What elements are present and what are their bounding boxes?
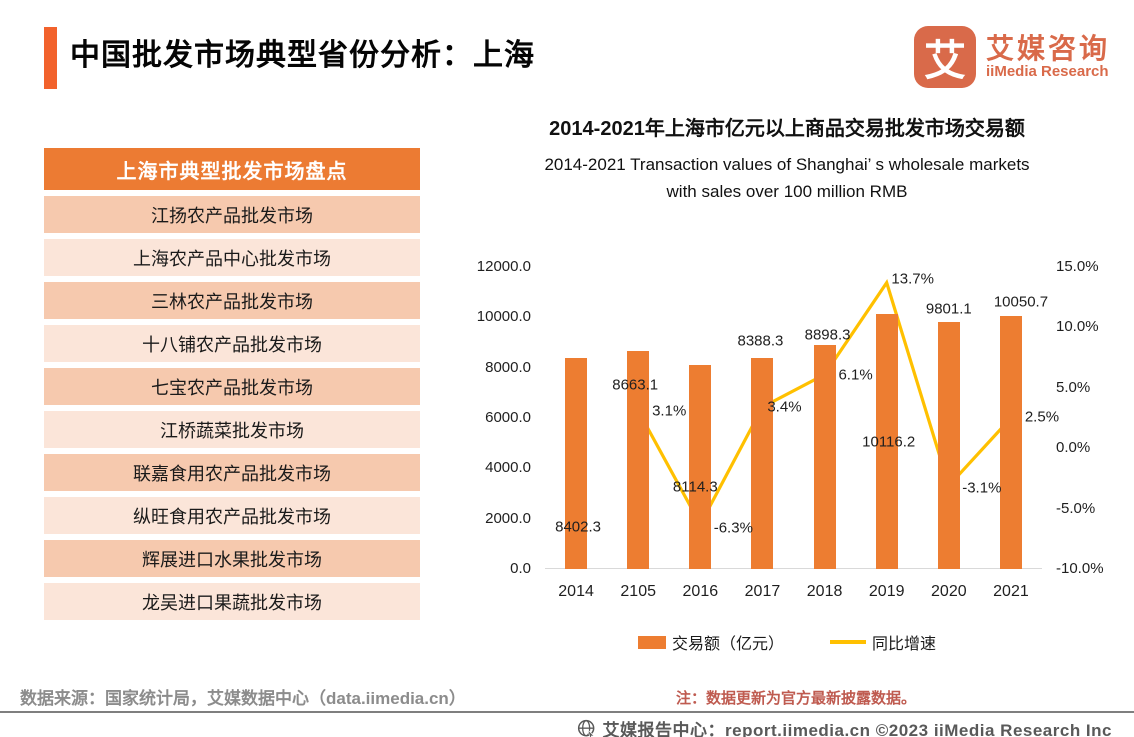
line-pct-label: 2.5%	[1024, 408, 1060, 426]
footer-divider	[0, 711, 1134, 713]
bar-value-label: 8388.3	[737, 332, 784, 350]
list-item: 辉展进口水果批发市场	[44, 540, 420, 577]
bar-value-label: 8402.3	[555, 518, 602, 536]
x-axis-label: 2018	[806, 583, 843, 600]
line-pct-label: 13.7%	[891, 270, 934, 288]
x-axis-label: 2016	[682, 583, 719, 600]
right-axis-tick: 5.0%	[1056, 378, 1091, 396]
line-pct-label: -6.3%	[713, 519, 753, 537]
data-source: 数据来源：国家统计局，艾媒数据中心（data.iimedia.cn）	[20, 689, 466, 708]
chart-legend: 交易额（亿元） 同比增速	[440, 630, 1134, 654]
logo-name-cn: 艾媒咨询	[985, 33, 1110, 65]
chart-subtitle-line2: with sales over 100 million RMB	[666, 182, 908, 201]
right-axis-tick: 10.0%	[1056, 318, 1099, 336]
right-axis-tick: 15.0%	[1056, 258, 1099, 275]
iimedia-logo: 艾 艾媒咨询 iiMedia Research	[913, 26, 1110, 88]
left-axis-tick: 4000.0	[485, 459, 531, 477]
list-item: 江扬农产品批发市场	[44, 196, 420, 233]
logo-name-en: iiMedia Research	[985, 62, 1109, 80]
line-pct-label: 6.1%	[838, 366, 873, 383]
list-item: 江桥蔬菜批发市场	[44, 411, 420, 448]
bar-2019	[875, 314, 898, 569]
bar-value-label: 10116.2	[862, 433, 916, 451]
bar-2021	[999, 316, 1022, 569]
line-pct-label: -3.1%	[962, 479, 1002, 497]
bar-value-label: 8898.3	[804, 326, 851, 344]
line-pct-label: 3.1%	[652, 402, 687, 420]
iimedia-logo-icon: 艾	[913, 26, 976, 88]
bar-value-label: 8114.3	[672, 478, 718, 496]
chart: 2014-2021年上海市亿元以上商品交易批发市场交易额 2014-2021 T…	[440, 112, 1134, 672]
right-axis-tick: 0.0%	[1056, 439, 1091, 457]
list-item: 纵旺食用农产品批发市场	[44, 497, 420, 534]
legend-item: 交易额（亿元）	[637, 630, 784, 654]
chart-subtitle: 2014-2021 Transaction values of Shanghai…	[440, 151, 1134, 205]
legend-label: 同比增速	[872, 636, 937, 653]
legend-bar-swatch	[637, 635, 666, 649]
left-axis-tick: 0.0	[510, 560, 531, 577]
list-item: 七宝农产品批发市场	[44, 368, 420, 405]
x-axis-label: 2020	[931, 583, 967, 600]
left-axis-tick: 2000.0	[485, 509, 531, 527]
title-accent-bar	[44, 27, 57, 89]
market-list-rows: 江扬农产品批发市场 上海农产品中心批发市场 三林农产品批发市场 十八铺农产品批发市场七…	[44, 196, 420, 620]
right-axis-tick: -10.0%	[1056, 560, 1104, 577]
left-axis-tick: 8000.0	[485, 358, 531, 376]
left-axis-tick: 6000.0	[485, 409, 531, 426]
footer-text: 艾媒报告中心：report.iimedia.cn ©2023 iiMedia R…	[602, 721, 1112, 737]
market-list-header: 上海市典型批发市场盘点	[44, 148, 420, 190]
bar-value-label: 8663.1	[612, 376, 659, 394]
right-axis-tick: -5.0%	[1056, 499, 1096, 517]
chart-subtitle-line1: 2014-2021 Transaction values of Shanghai…	[544, 155, 1030, 174]
left-axis-tick: 10000.0	[476, 308, 531, 326]
line-pct-label: 3.4%	[767, 398, 802, 416]
left-axis-tick: 12000.0	[476, 258, 531, 275]
list-item: 三林农产品批发市场	[44, 282, 420, 319]
footer: 艾媒报告中心：report.iimedia.cn ©2023 iiMedia R…	[577, 716, 1112, 737]
bar-2017	[751, 357, 774, 569]
x-axis-label: 2017	[744, 583, 781, 600]
chart-note: 注：数据更新为官方最新披露数据。	[676, 690, 917, 707]
bar-2020	[937, 322, 960, 569]
bar-2105	[627, 350, 650, 569]
logo-text: 艾媒咨询 iiMedia Research	[986, 34, 1110, 79]
bar-2016	[689, 364, 712, 569]
globe-cursor-icon	[577, 719, 596, 737]
x-axis-label: 2021	[993, 583, 1029, 600]
list-item: 联嘉食用农产品批发市场	[44, 454, 420, 491]
x-axis-label: 2019	[868, 583, 905, 600]
legend-line-swatch	[830, 640, 866, 644]
list-item: 上海农产品中心批发市场	[44, 239, 420, 276]
legend-label: 交易额（亿元）	[671, 636, 784, 653]
bar-2014	[565, 357, 588, 569]
list-item: 龙吴进口果蔬批发市场	[44, 583, 420, 620]
plot-area: 8402.3 8663.1 8114.3 8388.3 8898.3 10116.2 980…	[545, 267, 1059, 569]
x-axis-label: 2014	[558, 583, 594, 600]
x-axis-label: 2105	[620, 583, 656, 600]
page-title: 中国批发市场典型省份分析：上海	[70, 39, 535, 72]
bar-2018	[813, 345, 836, 569]
legend-item: 同比增速	[830, 630, 936, 654]
chart-title: 2014-2021年上海市亿元以上商品交易批发市场交易额	[549, 118, 1025, 140]
bar-value-label: 9801.1	[925, 300, 972, 318]
list-item: 十八铺农产品批发市场	[44, 325, 420, 362]
bar-value-label: 10050.7	[993, 293, 1049, 311]
market-list: 上海市典型批发市场盘点 江扬农产品批发市场 上海农产品中心批发市场 三林农产品批发市…	[44, 148, 420, 620]
